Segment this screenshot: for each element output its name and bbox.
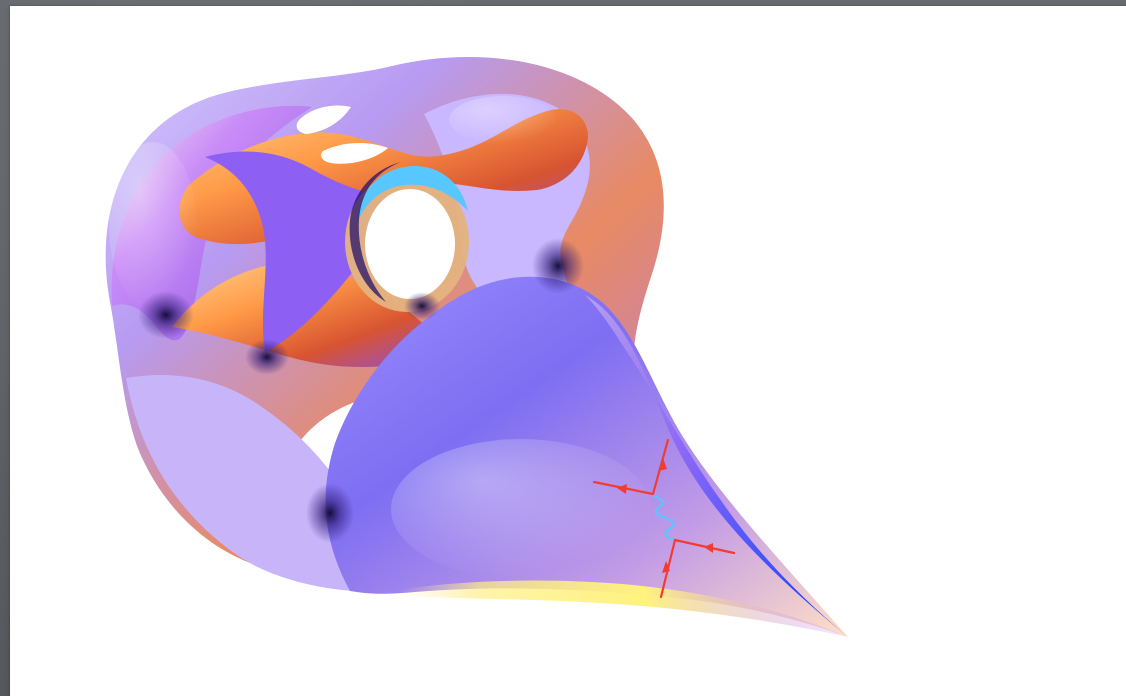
top-hole-b bbox=[321, 142, 388, 164]
central-loop-inner bbox=[365, 189, 455, 299]
central-loop-rim bbox=[357, 166, 468, 223]
lower-rim-glow bbox=[398, 580, 848, 637]
shadow-spot-right bbox=[532, 238, 584, 294]
photon-propagator bbox=[652, 494, 677, 542]
shadow-spot-bottom-left bbox=[306, 483, 354, 543]
incoming-fermion-left-arrow bbox=[617, 484, 627, 494]
top-fermion-arrow bbox=[658, 458, 667, 471]
manifold-illustration bbox=[105, 56, 848, 637]
central-loop-shadow bbox=[349, 162, 401, 302]
slide-canvas bbox=[10, 6, 1126, 696]
highlight-left bbox=[109, 142, 197, 310]
outgoing-fermion-right-arrow bbox=[704, 543, 713, 553]
outgoing-fermion-right-line bbox=[673, 538, 736, 555]
lower-fermion-arrow bbox=[662, 561, 670, 573]
highlight-front bbox=[391, 439, 651, 579]
highlight-top bbox=[449, 96, 557, 144]
shadow-spot-left-center bbox=[245, 339, 289, 375]
top-hole-a bbox=[296, 105, 351, 134]
shadow-spot-center bbox=[404, 292, 440, 320]
feynman-diagram bbox=[592, 438, 736, 599]
